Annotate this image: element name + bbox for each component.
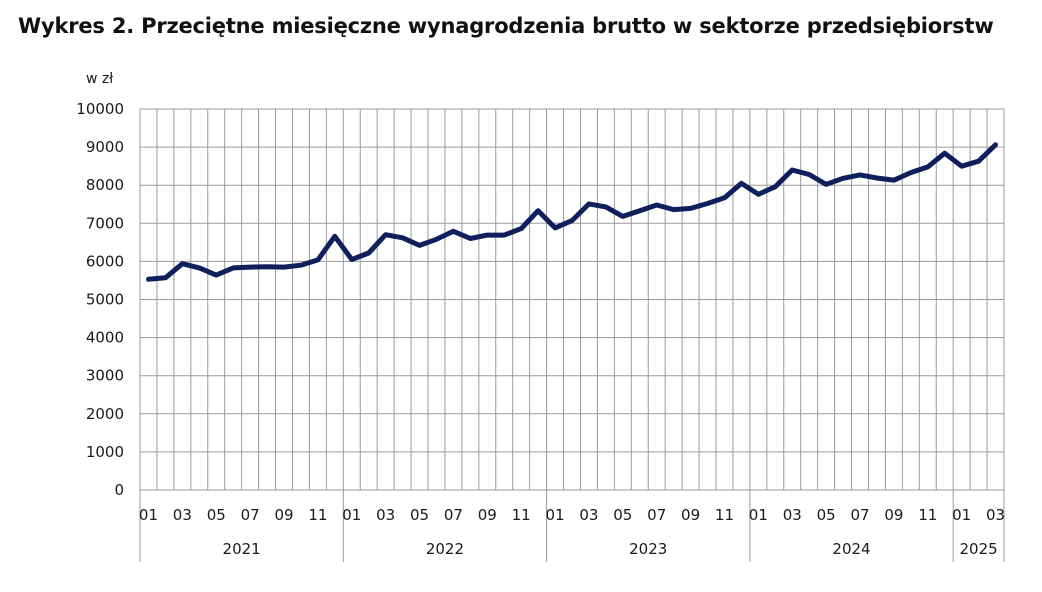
x-tick-label: 11 xyxy=(308,506,327,524)
year-label: 2023 xyxy=(629,540,667,558)
chart-title: Wykres 2. Przeciętne miesięczne wynagrod… xyxy=(18,14,994,38)
x-tick-label: 03 xyxy=(579,506,598,524)
x-tick-label: 09 xyxy=(884,506,903,524)
y-tick-label: 3000 xyxy=(86,367,124,385)
series-line xyxy=(146,142,998,282)
x-tick-label: 09 xyxy=(681,506,700,524)
x-tick-label: 05 xyxy=(410,506,429,524)
y-tick-label: 4000 xyxy=(86,329,124,347)
year-label: 2025 xyxy=(959,540,997,558)
x-tick-label: 05 xyxy=(817,506,836,524)
x-tick-label: 03 xyxy=(376,506,395,524)
x-tick-label: 01 xyxy=(952,506,971,524)
x-tick-label: 03 xyxy=(783,506,802,524)
x-tick-label: 11 xyxy=(918,506,937,524)
y-unit-label: w zł xyxy=(86,71,113,87)
x-tick-label: 01 xyxy=(749,506,768,524)
x-tick-label: 11 xyxy=(512,506,531,524)
x-tick-label: 07 xyxy=(444,506,463,524)
y-tick-label: 8000 xyxy=(86,176,124,194)
x-tick-label: 03 xyxy=(986,506,1005,524)
y-tick-label: 6000 xyxy=(86,252,124,270)
year-label: 2024 xyxy=(832,540,870,558)
x-tick-label: 07 xyxy=(241,506,260,524)
x-tick-label: 05 xyxy=(207,506,226,524)
x-tick-label: 01 xyxy=(139,506,158,524)
y-tick-label: 2000 xyxy=(86,405,124,423)
x-tick-label: 07 xyxy=(647,506,666,524)
x-tick-label: 09 xyxy=(274,506,293,524)
y-tick-label: 5000 xyxy=(86,291,124,309)
x-tick-label: 01 xyxy=(546,506,565,524)
x-tick-label: 07 xyxy=(850,506,869,524)
y-tick-label: 0 xyxy=(114,481,124,499)
y-tick-label: 10000 xyxy=(76,100,124,118)
x-tick-label: 03 xyxy=(173,506,192,524)
year-label: 2022 xyxy=(426,540,464,558)
y-tick-label: 7000 xyxy=(86,214,124,232)
y-tick-label: 1000 xyxy=(86,443,124,461)
x-tick-label: 09 xyxy=(478,506,497,524)
x-tick-label: 11 xyxy=(715,506,734,524)
year-label: 2021 xyxy=(223,540,261,558)
x-tick-label: 01 xyxy=(342,506,361,524)
x-tick-label: 05 xyxy=(613,506,632,524)
y-tick-label: 9000 xyxy=(86,138,124,156)
